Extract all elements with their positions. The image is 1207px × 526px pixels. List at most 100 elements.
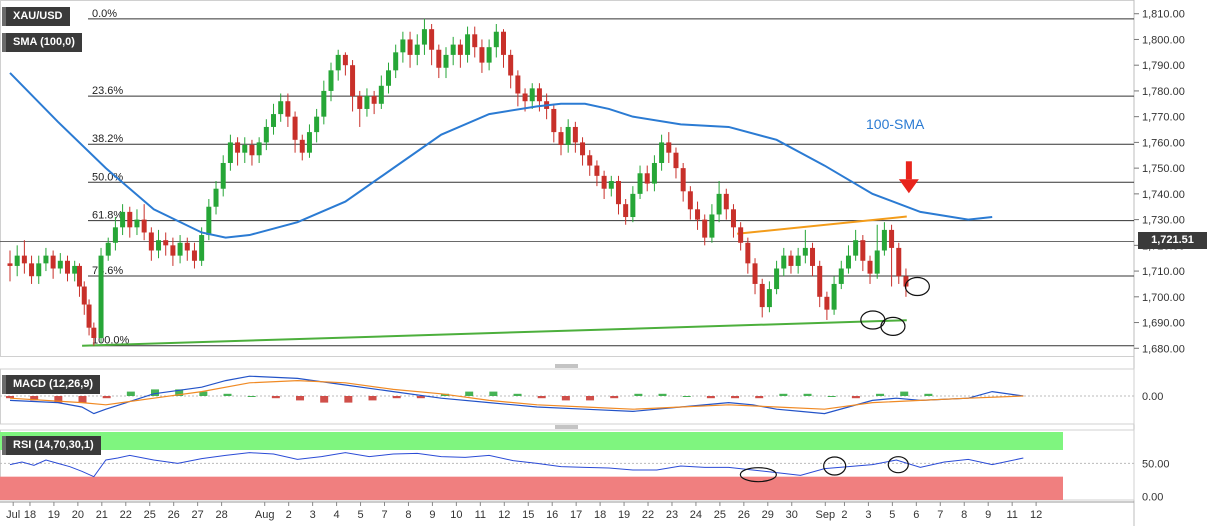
- candle-body: [86, 304, 92, 328]
- price-tick-label: 1,690.00: [1142, 318, 1185, 330]
- candle-body: [608, 181, 614, 189]
- macd-histogram-bar: [296, 396, 305, 401]
- macd-histogram-bar: [779, 393, 788, 396]
- candle-body: [29, 263, 35, 277]
- macd-histogram-bar: [151, 389, 160, 396]
- candle-body: [781, 255, 787, 269]
- x-tick-label: 29: [762, 509, 774, 521]
- price-tick-label: 1,810.00: [1142, 9, 1185, 21]
- candle-body: [105, 242, 111, 256]
- x-tick-label: 9: [985, 509, 991, 521]
- candle-body: [220, 162, 226, 189]
- x-tick-label: 15: [522, 509, 534, 521]
- price-tick-label: 1,800.00: [1142, 34, 1185, 46]
- candle-body: [163, 240, 169, 246]
- candle-body: [709, 214, 715, 238]
- arrow-head: [898, 179, 919, 194]
- sma-legend[interactable]: SMA (100,0): [2, 33, 82, 52]
- candle-body: [57, 260, 63, 269]
- x-tick-label: 20: [72, 509, 84, 521]
- candle-body: [558, 132, 564, 145]
- x-tick-label: Sep: [816, 509, 836, 521]
- macd-histogram-bar: [102, 396, 111, 399]
- candle-body: [551, 108, 557, 133]
- candle-body: [659, 142, 665, 163]
- candle-body: [479, 47, 485, 63]
- macd-histogram-bar: [561, 396, 570, 401]
- candle-body: [572, 126, 578, 143]
- candle-body: [644, 173, 650, 184]
- macd-histogram-bar: [368, 396, 377, 401]
- candle-body: [184, 242, 190, 251]
- x-tick-label: 18: [24, 509, 36, 521]
- candle-body: [7, 263, 13, 266]
- macd-histogram-bar: [78, 396, 87, 403]
- macd-histogram-bar: [586, 396, 595, 401]
- candle-body: [853, 240, 859, 256]
- candle-body: [529, 88, 535, 102]
- macd-histogram-bar: [6, 396, 14, 399]
- price-tick-label: 1,740.00: [1142, 189, 1185, 201]
- candle-body: [587, 155, 593, 166]
- candle-body: [263, 126, 269, 143]
- candle-body: [249, 144, 255, 156]
- candle-body: [774, 268, 780, 290]
- candle-body: [177, 242, 183, 256]
- candle-body: [14, 255, 20, 266]
- rsi-legend[interactable]: RSI (14,70,30,1): [2, 436, 101, 455]
- macd-tick-label: 0.00: [1142, 391, 1163, 403]
- macd-legend[interactable]: MACD (12,26,9): [2, 375, 101, 394]
- price-panel-frame: [0, 0, 1135, 357]
- highlight-circle: [904, 276, 930, 297]
- candlesticks: [7, 18, 909, 346]
- candle-body: [637, 173, 643, 194]
- x-tick-label: 3: [310, 509, 316, 521]
- candle-body: [500, 31, 506, 55]
- macd-histogram-bar: [199, 391, 208, 396]
- candle-body: [386, 70, 392, 86]
- macd-histogram-bar: [876, 393, 885, 396]
- fibonacci-levels: 0.0%23.6%38.2%50.0%61.8%78.6%100.0%: [0, 8, 1134, 347]
- rsi-highlight-circle: [823, 456, 847, 476]
- macd-histogram-bar: [465, 391, 474, 396]
- candle-body: [314, 116, 320, 133]
- candle-body: [594, 165, 600, 176]
- candle-body: [580, 142, 586, 156]
- macd-histogram-bar: [706, 396, 715, 399]
- candle-body: [414, 44, 420, 55]
- candle-body: [21, 255, 27, 264]
- candle-body: [874, 250, 880, 274]
- candle-body: [421, 29, 427, 45]
- rsi-highlight-circle: [887, 456, 909, 474]
- x-tick-label: 25: [144, 509, 156, 521]
- candle-body: [278, 101, 284, 115]
- candle-body: [148, 232, 154, 251]
- x-tick-label: 26: [738, 509, 750, 521]
- price-tick-label: 1,750.00: [1142, 163, 1185, 175]
- rsi-overbought-zone: [0, 432, 1063, 450]
- candle-body: [50, 255, 56, 269]
- x-tick-label: 3: [865, 509, 871, 521]
- candle-body: [680, 168, 686, 192]
- candle-body: [285, 101, 291, 117]
- macd-histogram-bar: [30, 396, 39, 401]
- candle-body: [867, 260, 873, 274]
- candle-body: [64, 260, 70, 274]
- rsi-oversold-zone: [0, 476, 1063, 500]
- sma-annotation-label: 100-SMA: [866, 116, 925, 132]
- macd-histogram-bar: [682, 396, 691, 397]
- trend-lines: [82, 215, 907, 347]
- candle-body: [256, 142, 262, 156]
- symbol-legend[interactable]: XAU/USD: [2, 7, 70, 26]
- candle-body: [889, 229, 895, 248]
- macd-histogram-bar: [803, 393, 812, 396]
- candle-body: [271, 114, 277, 127]
- candle-body: [429, 29, 435, 50]
- x-tick-label: 26: [168, 509, 180, 521]
- candle-body: [81, 286, 87, 305]
- x-tick-label: 11: [1006, 509, 1017, 521]
- candle-body: [407, 39, 413, 55]
- candle-body: [127, 211, 133, 228]
- candle-body: [91, 327, 97, 338]
